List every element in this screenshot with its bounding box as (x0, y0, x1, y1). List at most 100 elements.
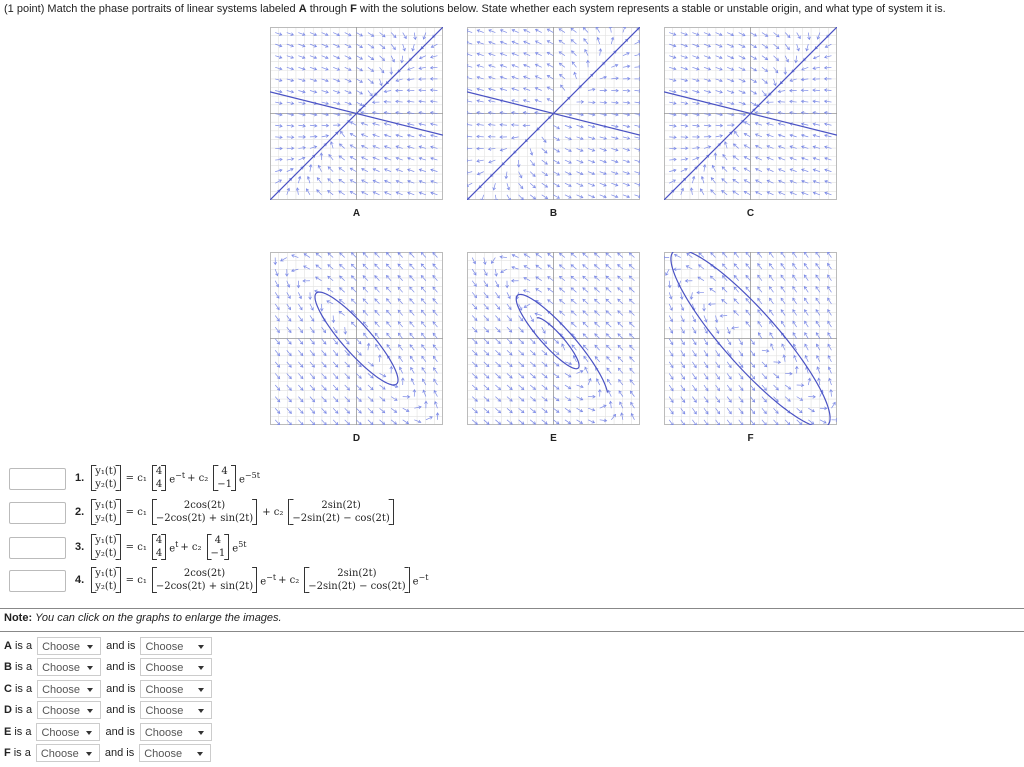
type-select[interactable]: Choose (37, 637, 102, 655)
type-select[interactable]: Choose (36, 722, 101, 741)
vector-entry: 2cos(2t) (183, 500, 226, 511)
row-text: is a (14, 725, 32, 738)
vector-entry: y₁(t) (95, 500, 117, 511)
equation: 3. y₁(t) y₂(t) = c₁ 4 4 et + c₂ 4 −1 e5t (75, 534, 247, 560)
vector-entry: y₁(t) (95, 535, 117, 546)
exp-power: 5t (238, 539, 247, 549)
phase-portrait[interactable] (664, 252, 837, 425)
stability-select[interactable]: Choose (139, 744, 212, 762)
stability-select[interactable]: Choose (140, 637, 213, 655)
trajectory (664, 27, 837, 200)
vector: y₁(t) y₂(t) (91, 465, 121, 491)
exp-base: e (412, 576, 419, 588)
exponential: e−5t (239, 471, 260, 485)
exp-power: t (175, 539, 179, 549)
answer-input[interactable] (9, 537, 66, 559)
vector-entry: y₂(t) (95, 479, 117, 490)
vector: y₁(t) y₂(t) (91, 534, 121, 560)
intro: (1 point) Match the phase portraits of l… (4, 3, 946, 15)
stability-select[interactable]: Choose (140, 679, 213, 698)
phase-portrait[interactable] (467, 27, 640, 200)
row-text: and is (106, 661, 136, 674)
answer-input[interactable] (9, 570, 66, 592)
coefficient: + c₂ (278, 574, 300, 586)
vector-field (273, 252, 440, 425)
row-text: and is (104, 747, 135, 759)
graph-label: E (550, 433, 557, 444)
vector: 4 −1 (213, 465, 236, 491)
vector: 4 −1 (206, 534, 230, 560)
note-label: Note: (4, 612, 33, 624)
intro-bold: F (350, 3, 357, 15)
vector-entry: 2sin(2t) (321, 500, 361, 511)
vector: 2sin(2t) −2sin(2t) − cos(2t) (304, 567, 410, 593)
note-text: You can click on the graphs to enlarge t… (35, 612, 282, 624)
exp-base: e (238, 474, 245, 486)
phase-portrait[interactable] (664, 27, 837, 200)
divider (0, 608, 1024, 609)
row-text: is a (14, 704, 33, 717)
vector-entry: y₂(t) (95, 513, 117, 524)
row-text: is a (14, 682, 33, 695)
vector-field (664, 252, 837, 425)
type-select[interactable]: Choose (37, 701, 102, 720)
phase-portrait[interactable] (270, 27, 443, 200)
vector-entry: −2sin(2t) − cos(2t) (292, 513, 390, 524)
trajectory (314, 291, 399, 386)
exp-base: e (169, 543, 176, 555)
equation: 1. y₁(t) y₂(t) = c₁ 4 4 e−t + c₂ 4 −1 e−5t (75, 465, 260, 491)
phase-portrait[interactable] (270, 252, 443, 425)
exponential: e5t (232, 540, 246, 554)
answer-input[interactable] (9, 468, 66, 490)
row-letter: B (4, 661, 12, 674)
stability-select[interactable]: Choose (140, 701, 213, 720)
vector: 2sin(2t) −2sin(2t) − cos(2t) (288, 499, 394, 525)
graph-label: B (549, 208, 558, 219)
stability-select[interactable]: Choose (140, 658, 213, 677)
vector-entry: −1 (217, 479, 232, 490)
note: Note: You can click on the graphs to enl… (4, 612, 282, 624)
type-select[interactable]: Choose (35, 744, 100, 762)
row-text: is a (13, 747, 31, 759)
vector-entry: y₁(t) (95, 568, 117, 579)
vector-entry: 2cos(2t) (183, 568, 226, 579)
equation-number: 1. (75, 472, 85, 484)
answer-input[interactable] (9, 502, 66, 524)
divider (0, 631, 1024, 632)
graph-label: D (352, 433, 361, 444)
vector-field (471, 252, 635, 425)
intro-text: (1 point) Match the phase portraits of l… (4, 3, 299, 15)
vector-entry: 4 (221, 466, 228, 477)
equation-number: 2. (75, 506, 85, 518)
vector: 2cos(2t) −2cos(2t) + sin(2t) (151, 499, 258, 525)
exp-base: e (169, 474, 176, 486)
type-select[interactable]: Choose (37, 679, 102, 698)
trajectory (515, 293, 609, 393)
type-select[interactable]: Choose (37, 658, 102, 677)
row-letter: A (4, 640, 12, 652)
exp-base: e (232, 543, 239, 555)
phase-portrait[interactable] (467, 252, 640, 425)
row-text: and is (106, 682, 136, 695)
vector: 2cos(2t) −2cos(2t) + sin(2t) (151, 567, 258, 593)
coefficient: = c₁ (125, 506, 147, 518)
vector-entry: −2cos(2t) + sin(2t) (155, 581, 254, 592)
exponential: et (169, 540, 178, 554)
graph-label: A (352, 208, 361, 219)
trajectory (467, 27, 640, 200)
graph-label: F (747, 433, 754, 444)
exp-power: −t (175, 470, 186, 480)
stability-select[interactable]: Choose (139, 722, 212, 741)
coefficient: + c₂ (187, 472, 209, 484)
vector-entry: −2sin(2t) − cos(2t) (308, 581, 406, 592)
graph-label: C (746, 208, 755, 219)
exp-power: −t (418, 572, 429, 582)
trajectory (670, 252, 831, 425)
coefficient: + c₂ (180, 541, 202, 553)
row-text: is a (14, 661, 33, 674)
